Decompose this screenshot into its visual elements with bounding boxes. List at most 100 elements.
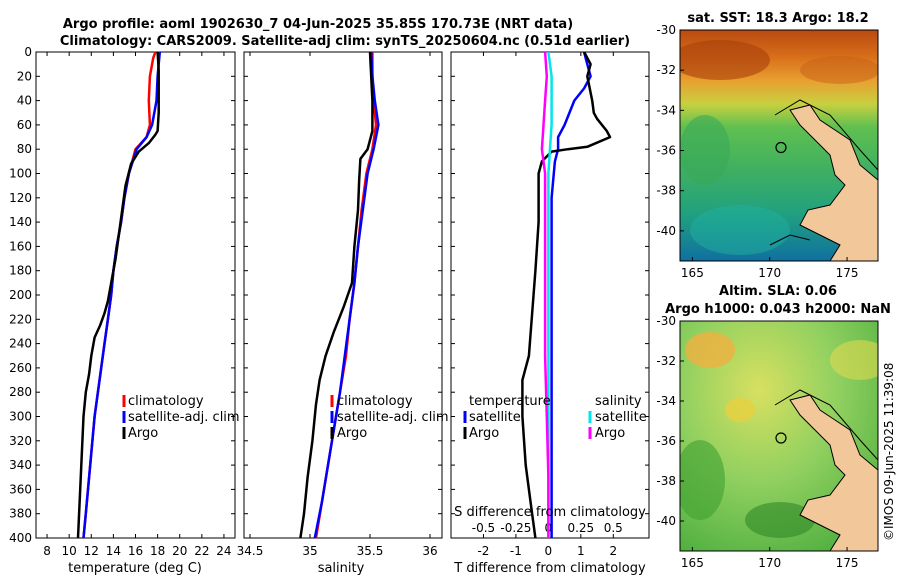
series-line-t-argo: [521, 51, 612, 539]
map-x-tick-label: 175: [836, 266, 859, 280]
series-line-s-argo: [540, 51, 550, 538]
y-tick-label: 140: [9, 215, 32, 229]
sla-map-land: [789, 394, 878, 551]
y-tick-label: 340: [9, 458, 32, 472]
x-tick-label: 12: [84, 544, 99, 558]
top-x-tick-label: 0.5: [604, 521, 623, 535]
top-x-tick-label: -0.25: [500, 521, 531, 535]
y-tick-label: 160: [9, 239, 32, 253]
sla-map-argo-marker: [775, 432, 787, 444]
imos-watermark: ©IMOS 09-Jun-2025 11:39:08: [882, 363, 896, 541]
legend-label-satellite: satellite-adj. clim: [128, 410, 240, 425]
map-x-tick-label: 165: [681, 556, 704, 570]
series-line-climatology: [314, 52, 378, 539]
x-tick-label: -1: [510, 544, 522, 558]
difference-legend: temperature salinity satellite Argo sate…: [463, 394, 647, 441]
top-x-tick-label: -0.5: [472, 521, 495, 535]
x-tick-label: 1: [577, 544, 585, 558]
sst-map-axes: 165 170 175 -30 -32 -34 -36 -38 -40: [656, 23, 858, 280]
x-tick-label: 18: [150, 544, 165, 558]
title-line-2: Climatology: CARS2009. Satellite-adj cli…: [60, 34, 630, 49]
legend-label-argo: Argo: [128, 426, 158, 441]
x-tick-label: 16: [128, 544, 143, 558]
legend-label-satellite: satellite-adj. clim: [337, 410, 449, 425]
sst-map-image: [680, 30, 878, 261]
map-y-tick-label: -36: [656, 144, 676, 158]
legend-label-argo: Argo: [337, 426, 367, 441]
legend-title-salinity: salinity: [595, 394, 642, 409]
map-x-tick-label: 170: [758, 556, 781, 570]
map-y-tick-label: -30: [656, 23, 676, 37]
map-y-tick-label: -30: [656, 314, 676, 328]
map-y-tick-label: -38: [656, 184, 676, 198]
y-tick-label: 20: [17, 69, 32, 83]
y-tick-label: 120: [9, 191, 32, 205]
x-tick-label: 36: [422, 544, 437, 558]
sla-map-axes: 165 170 175 -30 -32 -34 -36 -38 -40: [656, 314, 858, 570]
x-tick-label: 35.5: [357, 544, 384, 558]
map-y-tick-label: -32: [656, 63, 676, 77]
map-y-tick-label: -36: [656, 434, 676, 448]
legend-label-t-argo: Argo: [469, 426, 499, 441]
y-tick-label: 40: [17, 94, 32, 108]
map-y-tick-label: -40: [656, 514, 676, 528]
y-tick-label: 0: [24, 45, 32, 59]
x-tick-label: 0: [545, 544, 553, 558]
difference-axes: [450, 51, 650, 539]
y-tick-label: 80: [17, 142, 32, 156]
legend-label-s-satellite: satellite: [595, 410, 647, 425]
map-x-tick-label: 165: [681, 266, 704, 280]
y-tick-label: 380: [9, 507, 32, 521]
series-line-argo: [299, 51, 374, 539]
y-tick-label: 100: [9, 167, 32, 181]
salinity-axes: [243, 51, 443, 539]
y-tick-label: 180: [9, 264, 32, 278]
sst-map-title: sat. SST: 18.3 Argo: 18.2: [687, 11, 868, 26]
x-tick-label: 20: [172, 544, 187, 558]
series-line-s-satellite: [547, 51, 553, 538]
map-y-tick-label: -38: [656, 474, 676, 488]
x-tick-label: 34.5: [237, 544, 264, 558]
temperature-xlabel: temperature (deg C): [68, 561, 202, 576]
x-tick-label: 35: [302, 544, 317, 558]
legend-label-t-satellite: satellite: [469, 410, 521, 425]
difference-xlabel: T difference from climatology: [453, 561, 646, 576]
y-tick-label: 400: [9, 531, 32, 545]
top-x-tick-label: 0.25: [567, 521, 594, 535]
map-x-tick-label: 170: [758, 266, 781, 280]
y-tick-label: 240: [9, 337, 32, 351]
series-line-climatology: [82, 51, 157, 539]
y-tick-label: 320: [9, 434, 32, 448]
legend-label-climatology: climatology: [337, 394, 413, 409]
x-tick-label: -2: [477, 544, 489, 558]
salinity-legend: climatology satellite-adj. clim Argo: [330, 394, 449, 441]
salinity-panel: 34.5 35 35.5 36: [237, 51, 442, 558]
map-y-tick-label: -34: [656, 394, 676, 408]
y-tick-label: 300: [9, 410, 32, 424]
x-tick-label: 10: [62, 544, 77, 558]
x-tick-label: 2: [609, 544, 617, 558]
x-tick-label: 14: [106, 544, 121, 558]
y-tick-label: 200: [9, 288, 32, 302]
sla-map-title-1: Altim. SLA: 0.06: [719, 284, 837, 299]
temperature-axes: [35, 51, 236, 539]
x-tick-label: 22: [194, 544, 209, 558]
series-line-argo: [76, 51, 160, 539]
difference-top-label: S difference from climatology: [454, 505, 646, 520]
map-y-tick-label: -34: [656, 103, 676, 117]
y-tick-label: 60: [17, 118, 32, 132]
map-y-tick-label: -32: [656, 354, 676, 368]
map-x-tick-label: 175: [836, 556, 859, 570]
x-tick-label: 24: [216, 544, 231, 558]
salinity-xlabel: salinity: [318, 561, 365, 576]
legend-title-temperature: temperature: [469, 394, 551, 409]
y-tick-label: 360: [9, 482, 32, 496]
map-y-tick-label: -40: [656, 224, 676, 238]
difference-panel: -2 -1 0 1 2-0.5 -0.25 0 0.25 0.5: [451, 51, 649, 558]
legend-label-s-argo: Argo: [595, 426, 625, 441]
sla-map-image: [680, 321, 878, 551]
temperature-legend: climatology satellite-adj. clim Argo: [122, 394, 240, 441]
sst-map-frame: [679, 29, 879, 262]
sst-map-argo-marker: [775, 141, 787, 154]
